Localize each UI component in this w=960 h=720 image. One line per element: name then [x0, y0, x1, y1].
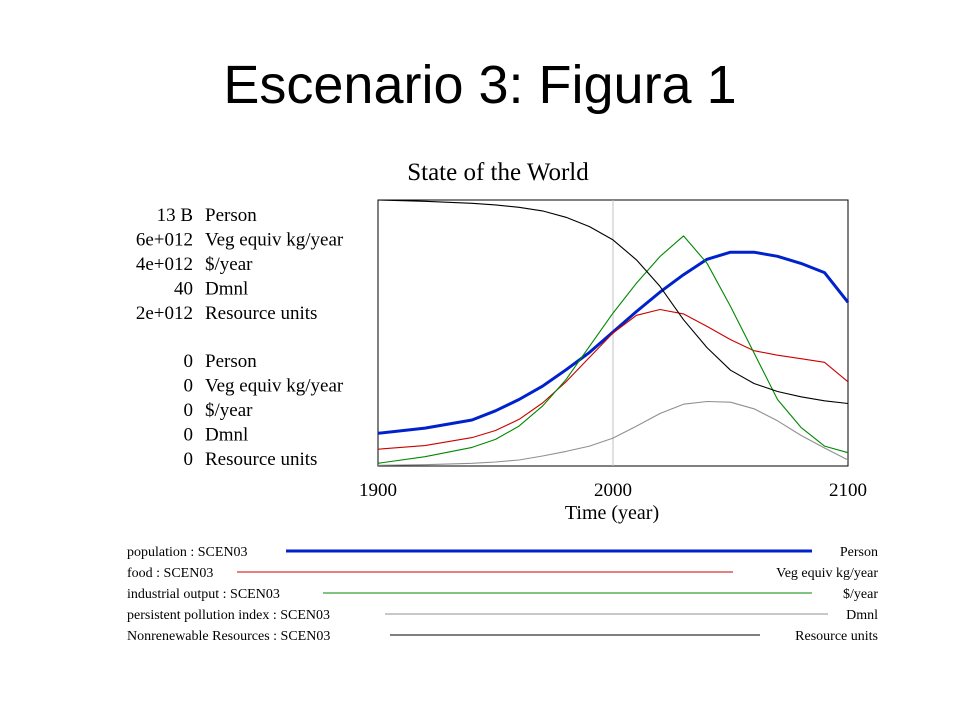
- axis-scale-value-bottom-4: 0: [184, 449, 194, 470]
- x-tick-label-2: 2100: [829, 480, 867, 501]
- legend-unit-3: Dmnl: [846, 608, 878, 623]
- legend-label-4: Nonrenewable Resources : SCEN03: [127, 629, 330, 644]
- axis-scale-unit-bottom-3: Dmnl: [205, 425, 248, 446]
- legend-label-0: population : SCEN03: [127, 545, 248, 560]
- axis-scale-value-top-1: 6e+012: [136, 230, 193, 251]
- axis-scale-value-top-2: 4e+012: [136, 254, 193, 275]
- series-line-0: [377, 250, 850, 435]
- axis-scale-unit-bottom-4: Resource units: [205, 449, 317, 470]
- x-tick-label-1: 2000: [594, 480, 632, 501]
- axis-scale-value-top-3: 40: [174, 279, 193, 300]
- legend: population : SCEN03 Person food : SCEN03 Ve…: [127, 545, 878, 644]
- axis-scale-unit-top-2: $/year: [205, 254, 253, 275]
- axis-scale-unit-top-1: Veg equiv kg/year: [205, 230, 344, 251]
- legend-unit-4: Resource units: [795, 629, 878, 644]
- axis-scale-value-bottom-1: 0: [184, 376, 194, 397]
- axis-scale-unit-bottom-1: Veg equiv kg/year: [205, 376, 344, 397]
- series-line-3: [377, 400, 849, 466]
- axis-scale-unit-top-3: Dmnl: [205, 279, 248, 300]
- x-tick-labels: 1900 2000 2100: [359, 480, 867, 501]
- legend-unit-0: Person: [840, 545, 878, 560]
- x-tick-label-0: 1900: [359, 480, 397, 501]
- series-line-1: [377, 308, 849, 450]
- axis-scale-value-top-0: 13 B: [157, 205, 193, 226]
- chart-title: State of the World: [407, 159, 589, 186]
- series-layer: [377, 199, 850, 466]
- axis-scale-unit-bottom-2: $/year: [205, 400, 253, 421]
- slide-title: Escenario 3: Figura 1: [223, 55, 737, 115]
- axis-scale-value-bottom-0: 0: [184, 351, 194, 372]
- series-line-4: [377, 199, 849, 405]
- axis-scale-value-bottom-2: 0: [184, 400, 194, 421]
- legend-label-1: food : SCEN03: [127, 566, 213, 581]
- series-line-2: [377, 235, 849, 464]
- legend-unit-2: $/year: [843, 587, 878, 602]
- legend-label-2: industrial output : SCEN03: [127, 587, 280, 602]
- legend-label-3: persistent pollution index : SCEN03: [127, 608, 330, 623]
- axis-scale-value-top-4: 2e+012: [136, 303, 193, 324]
- x-axis-label: Time (year): [565, 502, 659, 524]
- axis-scale-unit-bottom-0: Person: [205, 351, 257, 372]
- axis-scale-unit-top-4: Resource units: [205, 303, 317, 324]
- axis-scale-unit-top-0: Person: [205, 205, 257, 226]
- axis-scale-value-bottom-3: 0: [184, 425, 194, 446]
- left-axis-labels: 13 B Person 6e+012 Veg equiv kg/year 4e+012 $…: [136, 205, 344, 470]
- legend-unit-1: Veg equiv kg/year: [776, 566, 878, 581]
